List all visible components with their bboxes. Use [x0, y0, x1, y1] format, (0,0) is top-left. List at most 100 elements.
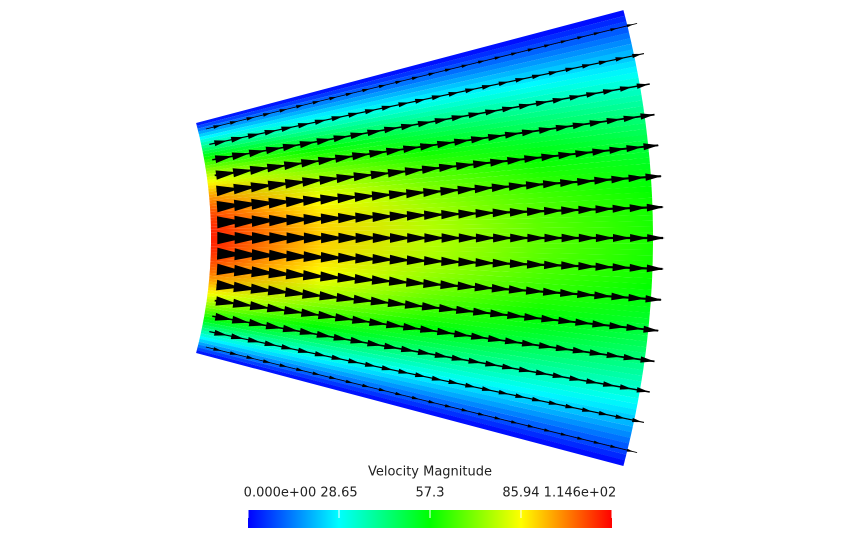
arrow-head — [262, 359, 271, 363]
field-slice — [210, 180, 652, 212]
arrow-head — [329, 97, 337, 101]
arrow-head — [438, 304, 458, 313]
arrow-head — [544, 233, 564, 243]
arrow-head — [269, 232, 295, 244]
arrow-head — [281, 344, 294, 350]
arrow-head — [354, 192, 377, 202]
arrow-head — [577, 178, 595, 186]
field-slice — [206, 106, 644, 175]
arrow-head — [321, 232, 345, 244]
field-slice — [207, 290, 647, 348]
arrow-head — [593, 32, 601, 36]
field-slice — [203, 77, 640, 160]
field-slice — [210, 191, 653, 218]
arrow-head — [475, 258, 496, 267]
arrow-head — [575, 150, 592, 158]
arrow-head — [548, 400, 559, 405]
arrow-head — [421, 302, 441, 311]
arrow-head — [247, 133, 261, 139]
arrow-head — [387, 168, 408, 178]
arrow-head — [302, 177, 324, 187]
arrow-head — [369, 318, 387, 326]
arrow-head — [592, 320, 609, 328]
arrow-head — [465, 88, 476, 94]
arrow-head — [470, 332, 487, 340]
arrow-head — [303, 232, 329, 244]
arrow-head — [595, 233, 615, 243]
field-slice — [196, 350, 625, 466]
arrow-head — [264, 130, 278, 136]
field-slice — [196, 347, 627, 461]
arrow-head — [264, 340, 278, 346]
arrow-head — [441, 256, 462, 266]
arrow-head — [299, 141, 316, 149]
field-slice — [205, 304, 644, 376]
arrow-head — [334, 154, 354, 163]
arrow-head — [214, 140, 228, 147]
arrow-head — [266, 163, 287, 173]
arrow-head — [424, 233, 446, 243]
arrow-head — [526, 207, 546, 216]
arrow-head — [388, 276, 410, 286]
arrow-head — [481, 386, 493, 391]
arrow-head — [498, 81, 509, 87]
arrow-head — [406, 277, 427, 287]
arrow-head — [345, 92, 354, 97]
arrow-head — [577, 36, 585, 40]
arrow-head — [299, 327, 316, 335]
arrow-head — [609, 146, 626, 154]
arrow-head — [372, 254, 395, 264]
field-slice — [206, 301, 644, 371]
arrow-head — [381, 105, 393, 111]
arrow-head — [560, 179, 578, 187]
arrow-head — [331, 354, 344, 360]
arrow-head — [626, 323, 643, 331]
arrow-head — [387, 298, 408, 308]
arrow-head — [234, 215, 261, 228]
arrow-head — [214, 155, 233, 164]
arrow-head — [521, 129, 538, 137]
arrow-head — [453, 138, 471, 146]
arrow-head — [314, 119, 327, 125]
arrow-head — [623, 354, 638, 361]
field-slice — [199, 336, 632, 438]
arrow-head — [593, 440, 601, 444]
field-slice — [207, 293, 647, 353]
arrow-head — [609, 322, 626, 330]
arrow-head — [312, 101, 321, 105]
field-slice — [202, 324, 637, 416]
arrow-head — [602, 89, 616, 95]
arrow-head — [552, 98, 566, 104]
colorbar-tick-label: 85.94 — [502, 486, 539, 501]
arrow-head — [296, 367, 304, 371]
arrow-head — [431, 375, 443, 381]
arrow-head — [577, 290, 595, 298]
arrow-head — [303, 251, 328, 262]
arrow-head — [444, 404, 453, 408]
arrow-head — [458, 257, 479, 267]
arrow-head — [265, 146, 283, 155]
colorbar-tick-label: 57.3 — [416, 486, 445, 501]
arrow-head — [492, 258, 513, 268]
arrow-head — [319, 291, 341, 301]
arrow-head — [246, 355, 255, 359]
arrow-head — [428, 400, 436, 404]
arrow-head — [285, 196, 310, 208]
field-slice — [210, 264, 652, 296]
field-slice — [210, 186, 652, 215]
arrow-head — [395, 80, 403, 85]
arrow-head — [521, 339, 538, 347]
arrow-head — [265, 321, 283, 330]
arrow-head — [474, 282, 494, 292]
arrow-head — [623, 115, 638, 122]
arrow-head — [575, 318, 592, 326]
field-slice — [196, 10, 625, 126]
arrow-head — [284, 287, 307, 297]
arrow-head — [229, 351, 238, 355]
arrow-head — [560, 432, 568, 436]
arrow-head — [367, 339, 383, 347]
field-slice — [200, 333, 633, 433]
arrow-head — [535, 369, 549, 376]
arrow-head — [645, 173, 663, 181]
arrow-head — [316, 138, 333, 146]
